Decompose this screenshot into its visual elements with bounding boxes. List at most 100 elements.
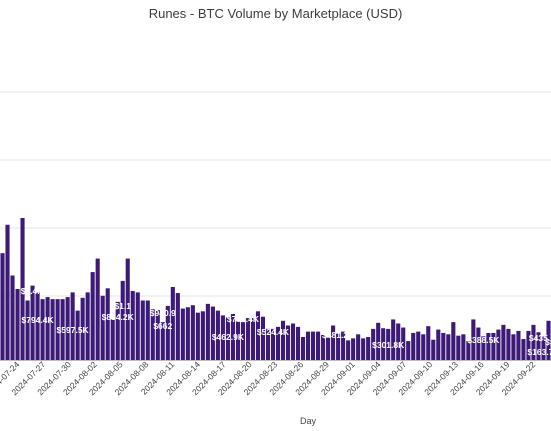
data-label: $1.4M — [21, 286, 45, 296]
bar — [120, 280, 125, 360]
gridlines — [0, 91, 551, 361]
bar — [526, 330, 531, 360]
bar — [406, 341, 411, 360]
bar — [45, 297, 50, 360]
data-labels: $1.4M $794.4K$597.5K $1.1$834.2K $940.9 $662… — [21, 286, 551, 357]
bar — [180, 308, 185, 360]
bar — [170, 286, 175, 360]
bar — [75, 310, 80, 360]
bar — [90, 272, 95, 360]
data-label: $388.5K — [467, 335, 500, 345]
bar — [341, 331, 346, 360]
bar — [521, 339, 526, 360]
bar — [280, 320, 286, 360]
data-label: $662 — [153, 321, 172, 331]
bar — [290, 323, 296, 360]
bar — [516, 330, 521, 360]
bar — [150, 309, 155, 360]
data-label: $37 — [545, 337, 551, 347]
bar — [456, 335, 461, 360]
bar — [546, 320, 551, 360]
bar — [471, 319, 476, 360]
bar — [135, 292, 140, 360]
data-label: $799.4K — [227, 314, 260, 324]
bar — [436, 329, 441, 360]
bar — [245, 318, 251, 360]
bar — [20, 218, 25, 360]
bar — [371, 328, 376, 360]
bar — [401, 327, 406, 360]
bar — [240, 322, 245, 360]
bar — [270, 328, 276, 360]
bar — [461, 334, 466, 360]
bar — [321, 334, 326, 360]
data-label: $481.2K — [322, 330, 355, 340]
bar — [10, 275, 15, 360]
bar — [506, 328, 511, 360]
bar — [145, 300, 150, 360]
bar — [316, 331, 321, 360]
bar — [255, 311, 261, 360]
bar — [285, 325, 291, 360]
data-label: $524.4K — [257, 327, 290, 337]
bar — [65, 297, 70, 360]
bar — [230, 314, 235, 360]
bar — [260, 316, 266, 360]
bar — [225, 317, 230, 360]
data-label: $301.8K — [372, 340, 405, 350]
bar — [491, 332, 496, 360]
bar — [536, 332, 541, 360]
chart-title: Runes - BTC Volume by Marketplace (USD) — [148, 6, 403, 21]
bar — [15, 289, 20, 360]
bar — [541, 336, 546, 360]
bar — [356, 334, 361, 360]
bar — [336, 333, 341, 360]
bar — [80, 297, 85, 360]
bar — [250, 318, 256, 360]
bar — [190, 305, 195, 360]
data-label: $940.9 — [150, 308, 176, 318]
data-label: $462.9K — [212, 332, 245, 342]
bar — [466, 341, 471, 360]
data-label: $597.5K — [57, 325, 90, 335]
bar — [205, 303, 210, 360]
bar — [55, 299, 60, 360]
bar — [185, 307, 190, 360]
bar — [326, 337, 331, 360]
bar — [421, 334, 426, 360]
bar — [140, 300, 145, 360]
data-label: $163.7K — [527, 347, 551, 357]
bar — [5, 224, 10, 360]
bar — [85, 292, 90, 360]
bar — [476, 327, 481, 360]
bar — [361, 338, 366, 360]
bar — [130, 291, 135, 360]
bar — [40, 299, 45, 360]
bar — [235, 321, 240, 360]
bar — [346, 340, 351, 360]
bar — [265, 328, 271, 360]
bar — [411, 332, 416, 360]
bar — [446, 334, 451, 360]
bar — [366, 337, 371, 360]
x-axis-ticks: 2024-07-242024-07-272024-07-302024-08-02… — [0, 359, 538, 397]
bar — [110, 319, 115, 360]
bar — [300, 337, 306, 360]
bar — [275, 326, 281, 360]
bar — [105, 288, 110, 360]
data-label: $834.2K — [102, 312, 135, 322]
bar — [486, 332, 491, 360]
bar — [311, 331, 316, 360]
bar — [25, 300, 30, 360]
bar — [426, 326, 431, 360]
bar — [0, 253, 5, 360]
bar — [175, 293, 180, 360]
bar — [306, 331, 311, 360]
bar — [215, 310, 220, 360]
bar — [200, 311, 205, 360]
bars — [0, 218, 551, 360]
bar — [155, 309, 160, 360]
bar — [95, 258, 100, 360]
